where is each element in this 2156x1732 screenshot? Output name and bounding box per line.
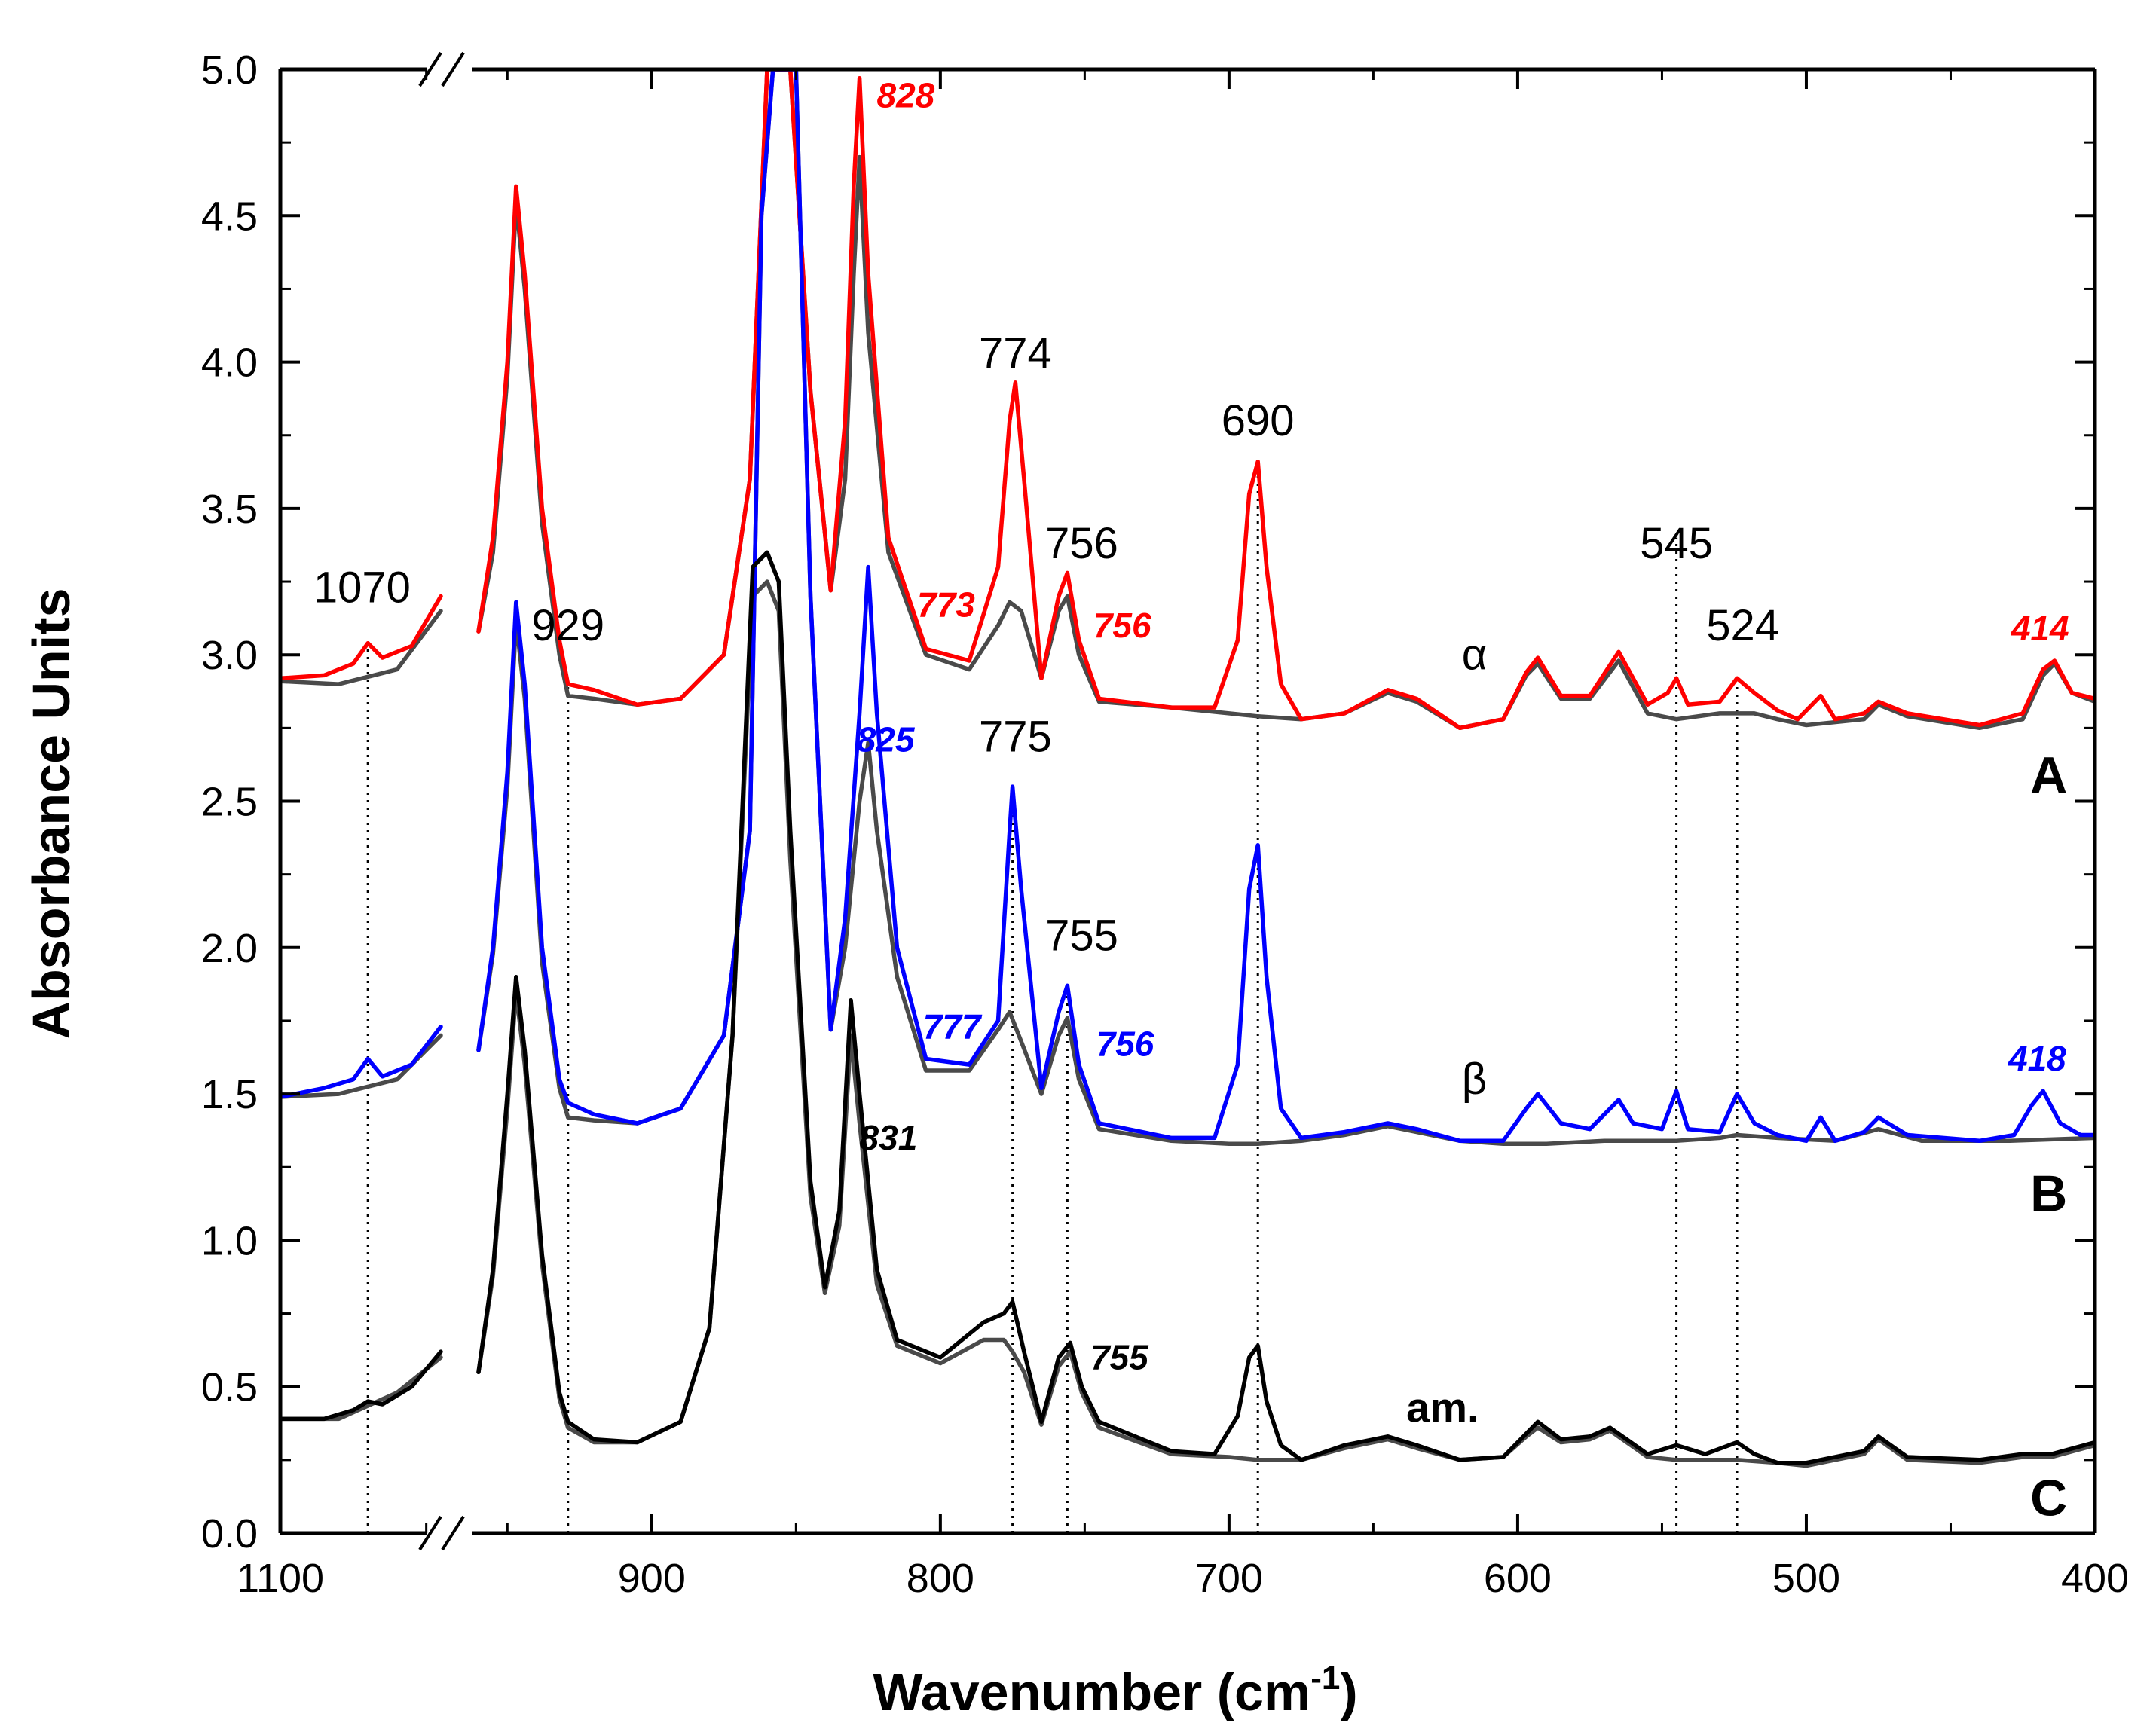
series-line-1-left xyxy=(280,609,443,686)
annotation-label: 690 xyxy=(1222,396,1295,445)
y-tick-label: 0.0 xyxy=(201,1511,258,1556)
axis-break-mark-top-1 xyxy=(441,51,465,87)
annotation-label: 755 xyxy=(1090,1337,1149,1376)
x-tick-label: 500 xyxy=(1772,1556,1840,1601)
annotation-label: 545 xyxy=(1640,519,1713,568)
y-tick-label: 4.0 xyxy=(201,341,258,386)
annotation-label: 929 xyxy=(531,601,604,650)
axes xyxy=(278,51,2097,1551)
annotation-label: 831 xyxy=(860,1118,918,1157)
y-tick-label: 2.0 xyxy=(201,926,258,971)
series-line-3-right xyxy=(476,68,2095,1146)
series-line-0-left xyxy=(280,594,443,681)
annotations: 828 774 690 756 545 1070 929 524 773 756 414 α A 825 7… xyxy=(313,76,2069,1527)
annotation-label: 756 xyxy=(1093,606,1151,645)
annotation-label: 756 xyxy=(1045,519,1118,568)
x-tick-label: 600 xyxy=(1484,1556,1552,1601)
annotation-label: A xyxy=(2030,747,2067,804)
annotation-label: 756 xyxy=(1096,1025,1154,1064)
annotation-label: 414 xyxy=(2011,609,2069,648)
y-tick-label: 4.5 xyxy=(201,194,258,239)
annotation-label: 773 xyxy=(917,585,975,625)
y-tick-label: 3.0 xyxy=(201,633,258,678)
y-tick-label: 3.5 xyxy=(201,487,258,532)
y-axis-title: Absorbance Units xyxy=(22,588,81,1040)
y-tick-label: 1.5 xyxy=(201,1072,258,1117)
annotation-label: 1070 xyxy=(313,563,411,612)
tick-labels: 0.0 0.5 1.0 1.5 2.0 2.5 3.0 3.5 4.0 4.5 5.0 1100 900… xyxy=(201,47,2129,1601)
axis-break-mark-bottom-0 xyxy=(418,1515,442,1551)
x-tick-label: 900 xyxy=(618,1556,686,1601)
annotation-label: α xyxy=(1462,631,1488,680)
annotation-label: 825 xyxy=(857,719,916,759)
x-axis-title: Wavenumber (cm-1) xyxy=(873,1660,1357,1721)
x-axis-title-sup: -1 xyxy=(1310,1660,1340,1697)
y-tick-label: 1.0 xyxy=(201,1218,258,1263)
series-group xyxy=(280,68,2095,1468)
x-tick-label: 700 xyxy=(1195,1556,1263,1601)
annotation-label: 418 xyxy=(2008,1039,2066,1078)
series-line-5-left xyxy=(280,1355,443,1422)
annotation-label: am. xyxy=(1406,1383,1479,1431)
axis-break-mark-top-0 xyxy=(418,51,442,87)
x-tick-label: 800 xyxy=(907,1556,974,1601)
y-tick-label: 0.5 xyxy=(201,1365,258,1410)
annotation-label: 828 xyxy=(877,76,935,115)
annotation-label: β xyxy=(1462,1055,1487,1104)
x-tick-label: 400 xyxy=(2061,1556,2129,1601)
annotation-label: 524 xyxy=(1706,601,1779,650)
annotation-label: 777 xyxy=(923,1007,983,1046)
series-line-4-left xyxy=(280,1349,443,1422)
annotation-label: C xyxy=(2030,1470,2067,1527)
annotation-label: 774 xyxy=(979,328,1052,377)
y-tick-label: 5.0 xyxy=(201,47,258,93)
annotation-label: B xyxy=(2030,1165,2067,1223)
series-line-2-right xyxy=(476,68,2095,1144)
annotation-label: 755 xyxy=(1045,912,1118,961)
annotation-label: 775 xyxy=(979,712,1052,761)
x-axis-title-main: Wavenumber (cm xyxy=(873,1663,1310,1721)
series-line-2-left xyxy=(280,1024,443,1099)
y-tick-label: 2.5 xyxy=(201,780,258,825)
series-line-0-right xyxy=(476,68,2095,731)
series-line-4-right xyxy=(476,550,2095,1465)
x-axis-title-close: ) xyxy=(1340,1663,1357,1721)
x-tick-label: 1100 xyxy=(237,1556,324,1601)
axis-break-mark-bottom-1 xyxy=(441,1515,465,1551)
